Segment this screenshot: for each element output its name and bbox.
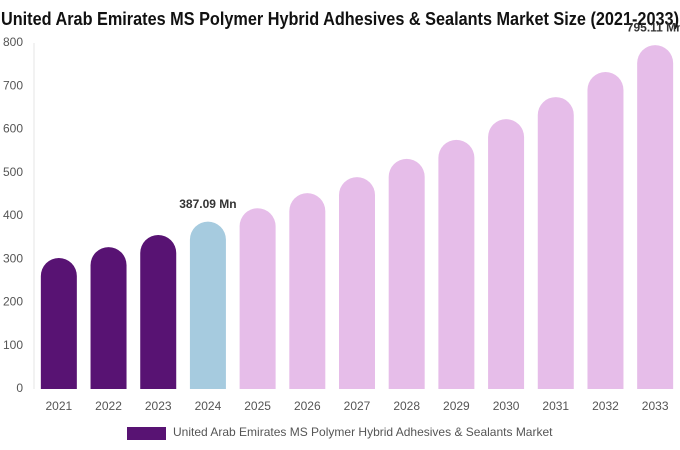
y-tick-label: 300 bbox=[3, 251, 23, 265]
y-tick-label: 700 bbox=[3, 78, 23, 92]
bar bbox=[438, 139, 475, 389]
x-tick-label: 2026 bbox=[294, 399, 321, 413]
bar bbox=[388, 158, 425, 389]
x-tick-label: 2030 bbox=[493, 399, 520, 413]
data-label: 795.11 Mn bbox=[627, 20, 680, 34]
bar bbox=[537, 97, 574, 389]
bar bbox=[140, 235, 177, 389]
x-tick-label: 2032 bbox=[592, 399, 619, 413]
y-tick-label: 500 bbox=[3, 165, 23, 179]
y-tick-label: 600 bbox=[3, 122, 23, 136]
x-tick-label: 2033 bbox=[642, 399, 669, 413]
y-tick-label: 200 bbox=[3, 295, 23, 309]
x-tick-label: 2025 bbox=[244, 399, 271, 413]
y-tick-label: 800 bbox=[3, 35, 23, 49]
y-tick-label: 400 bbox=[3, 208, 23, 222]
x-tick-label: 2023 bbox=[145, 399, 172, 413]
y-tick-label: 100 bbox=[3, 338, 23, 352]
bar bbox=[637, 45, 674, 389]
bar bbox=[239, 208, 276, 389]
x-tick-label: 2028 bbox=[393, 399, 420, 413]
x-tick-label: 2031 bbox=[542, 399, 569, 413]
x-tick-label: 2027 bbox=[344, 399, 371, 413]
bar bbox=[189, 221, 226, 389]
bar bbox=[289, 193, 326, 389]
bar bbox=[587, 71, 624, 389]
x-tick-label: 2024 bbox=[195, 399, 222, 413]
legend-swatch bbox=[127, 427, 166, 440]
y-tick-label: 0 bbox=[16, 381, 23, 395]
data-label: 387.09 Mn bbox=[179, 197, 236, 211]
bar bbox=[488, 119, 525, 390]
bar bbox=[339, 177, 375, 389]
x-tick-label: 2021 bbox=[45, 399, 72, 413]
chart-title: United Arab Emirates MS Polymer Hybrid A… bbox=[1, 9, 679, 29]
x-tick-label: 2022 bbox=[95, 399, 122, 413]
bar bbox=[40, 257, 77, 389]
legend-label: United Arab Emirates MS Polymer Hybrid A… bbox=[173, 425, 553, 439]
bar bbox=[90, 247, 127, 389]
x-tick-label: 2029 bbox=[443, 399, 470, 413]
